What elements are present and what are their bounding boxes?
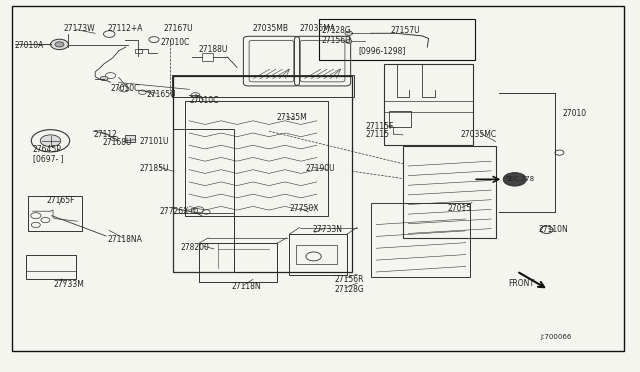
Text: [0697- ]: [0697- ] bbox=[33, 154, 63, 163]
Circle shape bbox=[55, 42, 64, 47]
Text: 27035MC: 27035MC bbox=[461, 129, 497, 139]
Text: 27165F: 27165F bbox=[47, 196, 75, 205]
Text: [0996-1298]: [0996-1298] bbox=[358, 46, 406, 55]
Bar bbox=[135, 49, 143, 52]
Text: 27112+A: 27112+A bbox=[108, 24, 143, 33]
Text: 27750X: 27750X bbox=[289, 205, 319, 214]
Text: 27645P: 27645P bbox=[33, 145, 61, 154]
Text: 27165U: 27165U bbox=[147, 90, 176, 99]
Bar bbox=[296, 244, 337, 264]
Text: 27128G: 27128G bbox=[321, 26, 351, 35]
Bar bbox=[191, 208, 197, 213]
Bar bbox=[319, 19, 475, 60]
Text: 27010C: 27010C bbox=[189, 96, 218, 105]
Text: 27115F: 27115F bbox=[366, 122, 394, 131]
Text: 27110N: 27110N bbox=[538, 225, 568, 234]
Circle shape bbox=[345, 31, 353, 36]
Text: 27118NA: 27118NA bbox=[108, 235, 143, 244]
Bar bbox=[202, 52, 213, 61]
Bar bbox=[289, 234, 347, 275]
Bar bbox=[389, 111, 412, 128]
Text: 27128G: 27128G bbox=[334, 285, 364, 294]
Bar bbox=[173, 76, 352, 272]
Bar bbox=[172, 75, 354, 97]
Text: 27101U: 27101U bbox=[140, 137, 170, 146]
Bar bbox=[403, 146, 495, 238]
Text: 27156R: 27156R bbox=[334, 275, 364, 284]
Text: 27010A: 27010A bbox=[15, 41, 44, 50]
Text: 278200: 278200 bbox=[180, 243, 210, 251]
Text: J:700066: J:700066 bbox=[540, 334, 572, 340]
Bar bbox=[125, 135, 135, 141]
Bar bbox=[384, 64, 473, 145]
Text: 27010: 27010 bbox=[563, 109, 587, 118]
Circle shape bbox=[100, 76, 108, 81]
Circle shape bbox=[346, 39, 352, 43]
Text: 27733M: 27733M bbox=[53, 280, 84, 289]
Text: 27135M: 27135M bbox=[276, 113, 307, 122]
Text: 27173W: 27173W bbox=[63, 24, 95, 33]
Circle shape bbox=[51, 39, 68, 49]
Text: 27118N: 27118N bbox=[232, 282, 262, 291]
Bar bbox=[173, 213, 234, 272]
Text: 27035MB: 27035MB bbox=[253, 24, 289, 33]
Text: 27156U: 27156U bbox=[321, 36, 351, 45]
Text: 27157U: 27157U bbox=[390, 26, 420, 35]
Bar bbox=[26, 255, 76, 279]
Text: 27190U: 27190U bbox=[306, 164, 335, 173]
Text: 27185U: 27185U bbox=[140, 164, 170, 173]
Text: 27015: 27015 bbox=[448, 204, 472, 213]
Text: 27188U: 27188U bbox=[198, 45, 228, 54]
Text: 27733N: 27733N bbox=[312, 225, 342, 234]
Bar bbox=[198, 243, 276, 282]
Text: 27010C: 27010C bbox=[161, 38, 189, 47]
Bar bbox=[173, 129, 234, 272]
Circle shape bbox=[503, 173, 526, 186]
Text: SEC.278: SEC.278 bbox=[505, 176, 534, 182]
Text: 27010C: 27010C bbox=[111, 84, 140, 93]
Bar bbox=[184, 101, 328, 216]
Text: 27726X: 27726X bbox=[159, 208, 188, 217]
Text: 27035MA: 27035MA bbox=[300, 24, 336, 33]
Text: 27167U: 27167U bbox=[164, 24, 193, 33]
Text: 27115: 27115 bbox=[366, 130, 390, 140]
Text: 27112: 27112 bbox=[93, 129, 117, 139]
Text: 27168U: 27168U bbox=[103, 138, 132, 147]
Circle shape bbox=[40, 135, 61, 147]
Bar bbox=[371, 203, 470, 277]
Bar bbox=[28, 196, 82, 231]
Text: FRONT: FRONT bbox=[508, 279, 534, 288]
